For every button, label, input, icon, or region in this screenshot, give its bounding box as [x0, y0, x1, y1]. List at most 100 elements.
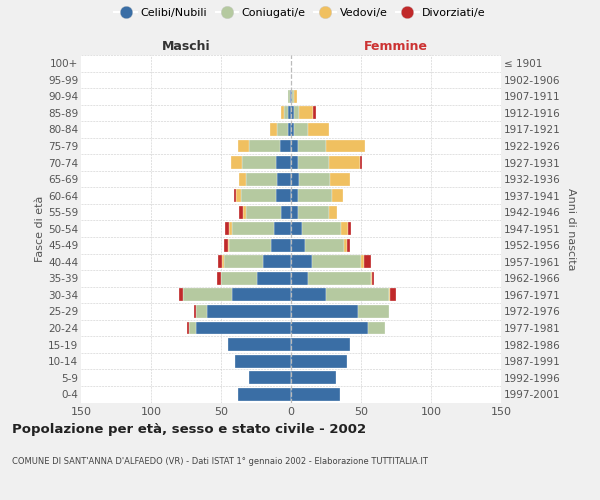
Bar: [241, 189, 275, 202]
Bar: [207, 305, 291, 318]
Bar: [291, 371, 336, 384]
Bar: [239, 206, 244, 218]
Bar: [291, 172, 299, 186]
Bar: [292, 90, 294, 103]
Bar: [218, 256, 223, 268]
Bar: [291, 222, 302, 235]
Bar: [291, 106, 294, 120]
Bar: [326, 288, 389, 302]
Bar: [229, 239, 271, 252]
Bar: [389, 288, 391, 302]
Bar: [341, 222, 349, 235]
Bar: [277, 123, 288, 136]
Bar: [249, 140, 280, 152]
Bar: [246, 206, 281, 218]
Bar: [235, 354, 291, 368]
Bar: [332, 189, 343, 202]
Text: Femmine: Femmine: [364, 40, 428, 52]
Bar: [299, 106, 313, 120]
Bar: [242, 156, 275, 169]
Bar: [312, 256, 361, 268]
Bar: [326, 140, 365, 152]
Bar: [246, 172, 277, 186]
Bar: [291, 123, 294, 136]
Bar: [291, 206, 298, 218]
Bar: [284, 106, 288, 120]
Bar: [244, 206, 246, 218]
Bar: [229, 222, 232, 235]
Bar: [224, 256, 263, 268]
Bar: [291, 90, 292, 103]
Text: Popolazione per età, sesso e stato civile - 2002: Popolazione per età, sesso e stato civil…: [12, 422, 366, 436]
Bar: [232, 288, 291, 302]
Bar: [281, 206, 291, 218]
Bar: [277, 172, 291, 186]
Bar: [196, 305, 207, 318]
Y-axis label: Fasce di età: Fasce di età: [35, 196, 45, 262]
Bar: [232, 222, 274, 235]
Bar: [236, 189, 241, 202]
Bar: [228, 338, 291, 351]
Bar: [329, 206, 337, 218]
Bar: [291, 256, 312, 268]
Bar: [270, 123, 277, 136]
Y-axis label: Anni di nascita: Anni di nascita: [566, 188, 576, 270]
Bar: [291, 354, 347, 368]
Bar: [183, 288, 232, 302]
Bar: [364, 256, 371, 268]
Bar: [271, 239, 291, 252]
Bar: [228, 239, 229, 252]
Bar: [305, 239, 344, 252]
Bar: [291, 156, 298, 169]
Bar: [189, 322, 196, 334]
Bar: [274, 222, 291, 235]
Bar: [263, 256, 291, 268]
Bar: [291, 338, 350, 351]
Bar: [299, 172, 330, 186]
Text: COMUNE DI SANT'ANNA D'ALFAEDO (VR) - Dati ISTAT 1° gennaio 2002 - Elaborazione T: COMUNE DI SANT'ANNA D'ALFAEDO (VR) - Dat…: [12, 458, 428, 466]
Bar: [329, 156, 359, 169]
Bar: [308, 123, 329, 136]
Bar: [179, 288, 183, 302]
Text: Maschi: Maschi: [161, 40, 211, 52]
Bar: [298, 206, 329, 218]
Bar: [223, 256, 224, 268]
Bar: [196, 322, 291, 334]
Bar: [249, 371, 291, 384]
Bar: [298, 189, 332, 202]
Bar: [358, 305, 389, 318]
Bar: [238, 140, 249, 152]
Bar: [221, 272, 257, 285]
Bar: [187, 322, 189, 334]
Bar: [361, 256, 364, 268]
Bar: [391, 288, 396, 302]
Bar: [288, 106, 291, 120]
Bar: [347, 239, 350, 252]
Bar: [257, 272, 291, 285]
Bar: [371, 272, 372, 285]
Legend: Celibi/Nubili, Coniugati/e, Vedovi/e, Divorziati/e: Celibi/Nubili, Coniugati/e, Vedovi/e, Di…: [110, 3, 490, 22]
Bar: [372, 272, 374, 285]
Bar: [313, 106, 316, 120]
Bar: [298, 140, 326, 152]
Bar: [291, 189, 298, 202]
Bar: [291, 288, 326, 302]
Bar: [291, 272, 308, 285]
Bar: [291, 305, 358, 318]
Bar: [294, 123, 308, 136]
Bar: [298, 156, 329, 169]
Bar: [330, 172, 350, 186]
Bar: [291, 322, 368, 334]
Bar: [308, 272, 371, 285]
Bar: [349, 222, 351, 235]
Bar: [217, 272, 221, 285]
Bar: [281, 106, 284, 120]
Bar: [294, 106, 299, 120]
Bar: [359, 156, 362, 169]
Bar: [290, 90, 291, 103]
Bar: [291, 388, 340, 400]
Bar: [194, 305, 196, 318]
Bar: [238, 388, 291, 400]
Bar: [233, 189, 236, 202]
Bar: [224, 239, 228, 252]
